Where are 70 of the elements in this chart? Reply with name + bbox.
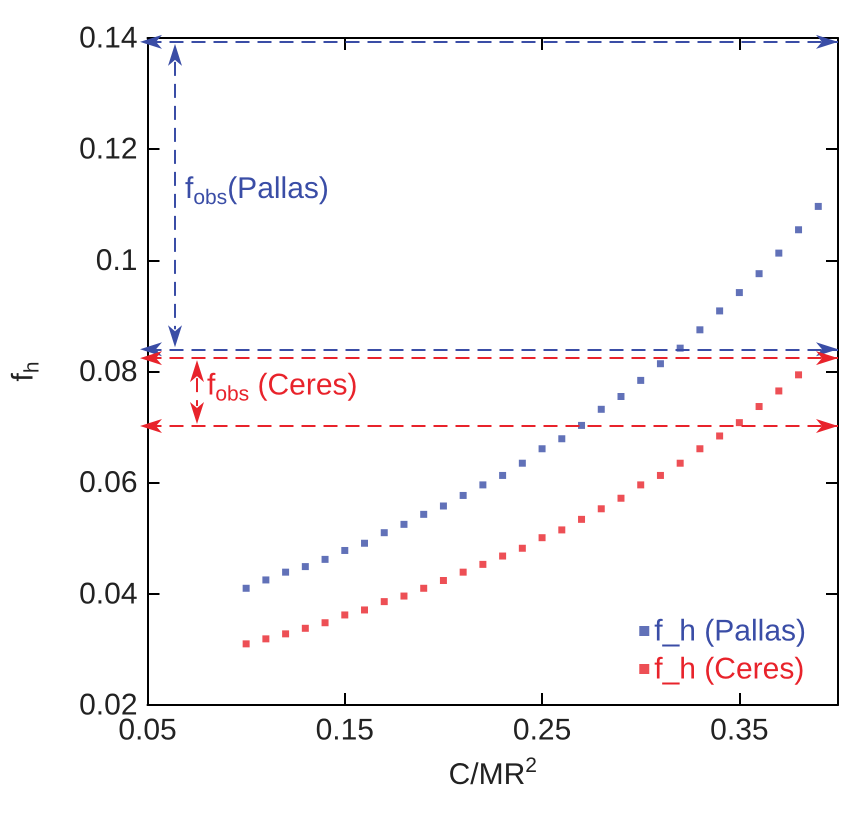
point xyxy=(262,635,270,642)
point xyxy=(302,624,309,632)
point xyxy=(578,516,586,523)
point xyxy=(282,630,290,638)
point xyxy=(538,445,546,452)
point xyxy=(656,472,664,479)
point xyxy=(598,505,605,512)
point xyxy=(460,492,467,499)
point xyxy=(242,584,250,592)
point xyxy=(322,619,329,626)
point xyxy=(341,546,348,554)
point xyxy=(736,419,743,426)
point xyxy=(538,534,546,542)
point xyxy=(302,563,309,570)
point xyxy=(460,568,467,576)
point xyxy=(736,289,743,296)
point xyxy=(499,472,506,479)
point xyxy=(518,544,526,552)
point xyxy=(756,270,763,278)
point xyxy=(775,387,782,394)
point xyxy=(775,250,782,257)
point xyxy=(756,403,763,410)
point xyxy=(795,226,802,234)
point xyxy=(322,556,329,563)
point xyxy=(617,494,624,502)
point xyxy=(420,584,428,592)
y-tick-label: 0.08 xyxy=(79,355,138,388)
point xyxy=(598,406,605,413)
point xyxy=(479,481,486,488)
point xyxy=(440,576,447,584)
point xyxy=(656,360,664,368)
point xyxy=(341,611,348,618)
point xyxy=(637,376,644,384)
point xyxy=(558,526,566,534)
y-tick-label: 0.12 xyxy=(79,132,138,166)
y-tick-label: 0.04 xyxy=(79,577,138,610)
point xyxy=(262,576,270,584)
point xyxy=(558,435,566,442)
point xyxy=(696,326,704,334)
x-tick-label: 0.25 xyxy=(512,714,572,746)
point xyxy=(716,432,724,440)
point xyxy=(282,568,290,576)
point xyxy=(518,460,526,467)
point xyxy=(499,552,506,560)
point xyxy=(814,202,822,210)
point xyxy=(361,606,368,614)
legend-label: f_h (Pallas) xyxy=(654,614,806,648)
point xyxy=(380,529,388,536)
y-tick-label: 0.06 xyxy=(79,466,138,500)
point xyxy=(637,481,644,488)
point xyxy=(242,640,250,648)
point xyxy=(716,307,724,314)
point xyxy=(617,393,624,400)
x-tick-label: 0.15 xyxy=(316,714,374,746)
x-tick-label: 0.35 xyxy=(710,714,769,746)
y-tick-label: 0.14 xyxy=(79,22,138,54)
point xyxy=(440,502,447,510)
point xyxy=(380,598,388,606)
point xyxy=(676,460,684,467)
point xyxy=(795,371,802,378)
point xyxy=(578,422,586,429)
point xyxy=(696,445,704,452)
point xyxy=(400,592,408,600)
legend-label: f_h (Ceres) xyxy=(654,652,804,686)
point xyxy=(400,520,408,528)
point xyxy=(420,510,428,518)
y-axis-title: fh xyxy=(6,361,44,382)
point xyxy=(479,560,486,568)
point xyxy=(361,540,368,547)
y-tick-label: 0.1 xyxy=(96,244,138,277)
